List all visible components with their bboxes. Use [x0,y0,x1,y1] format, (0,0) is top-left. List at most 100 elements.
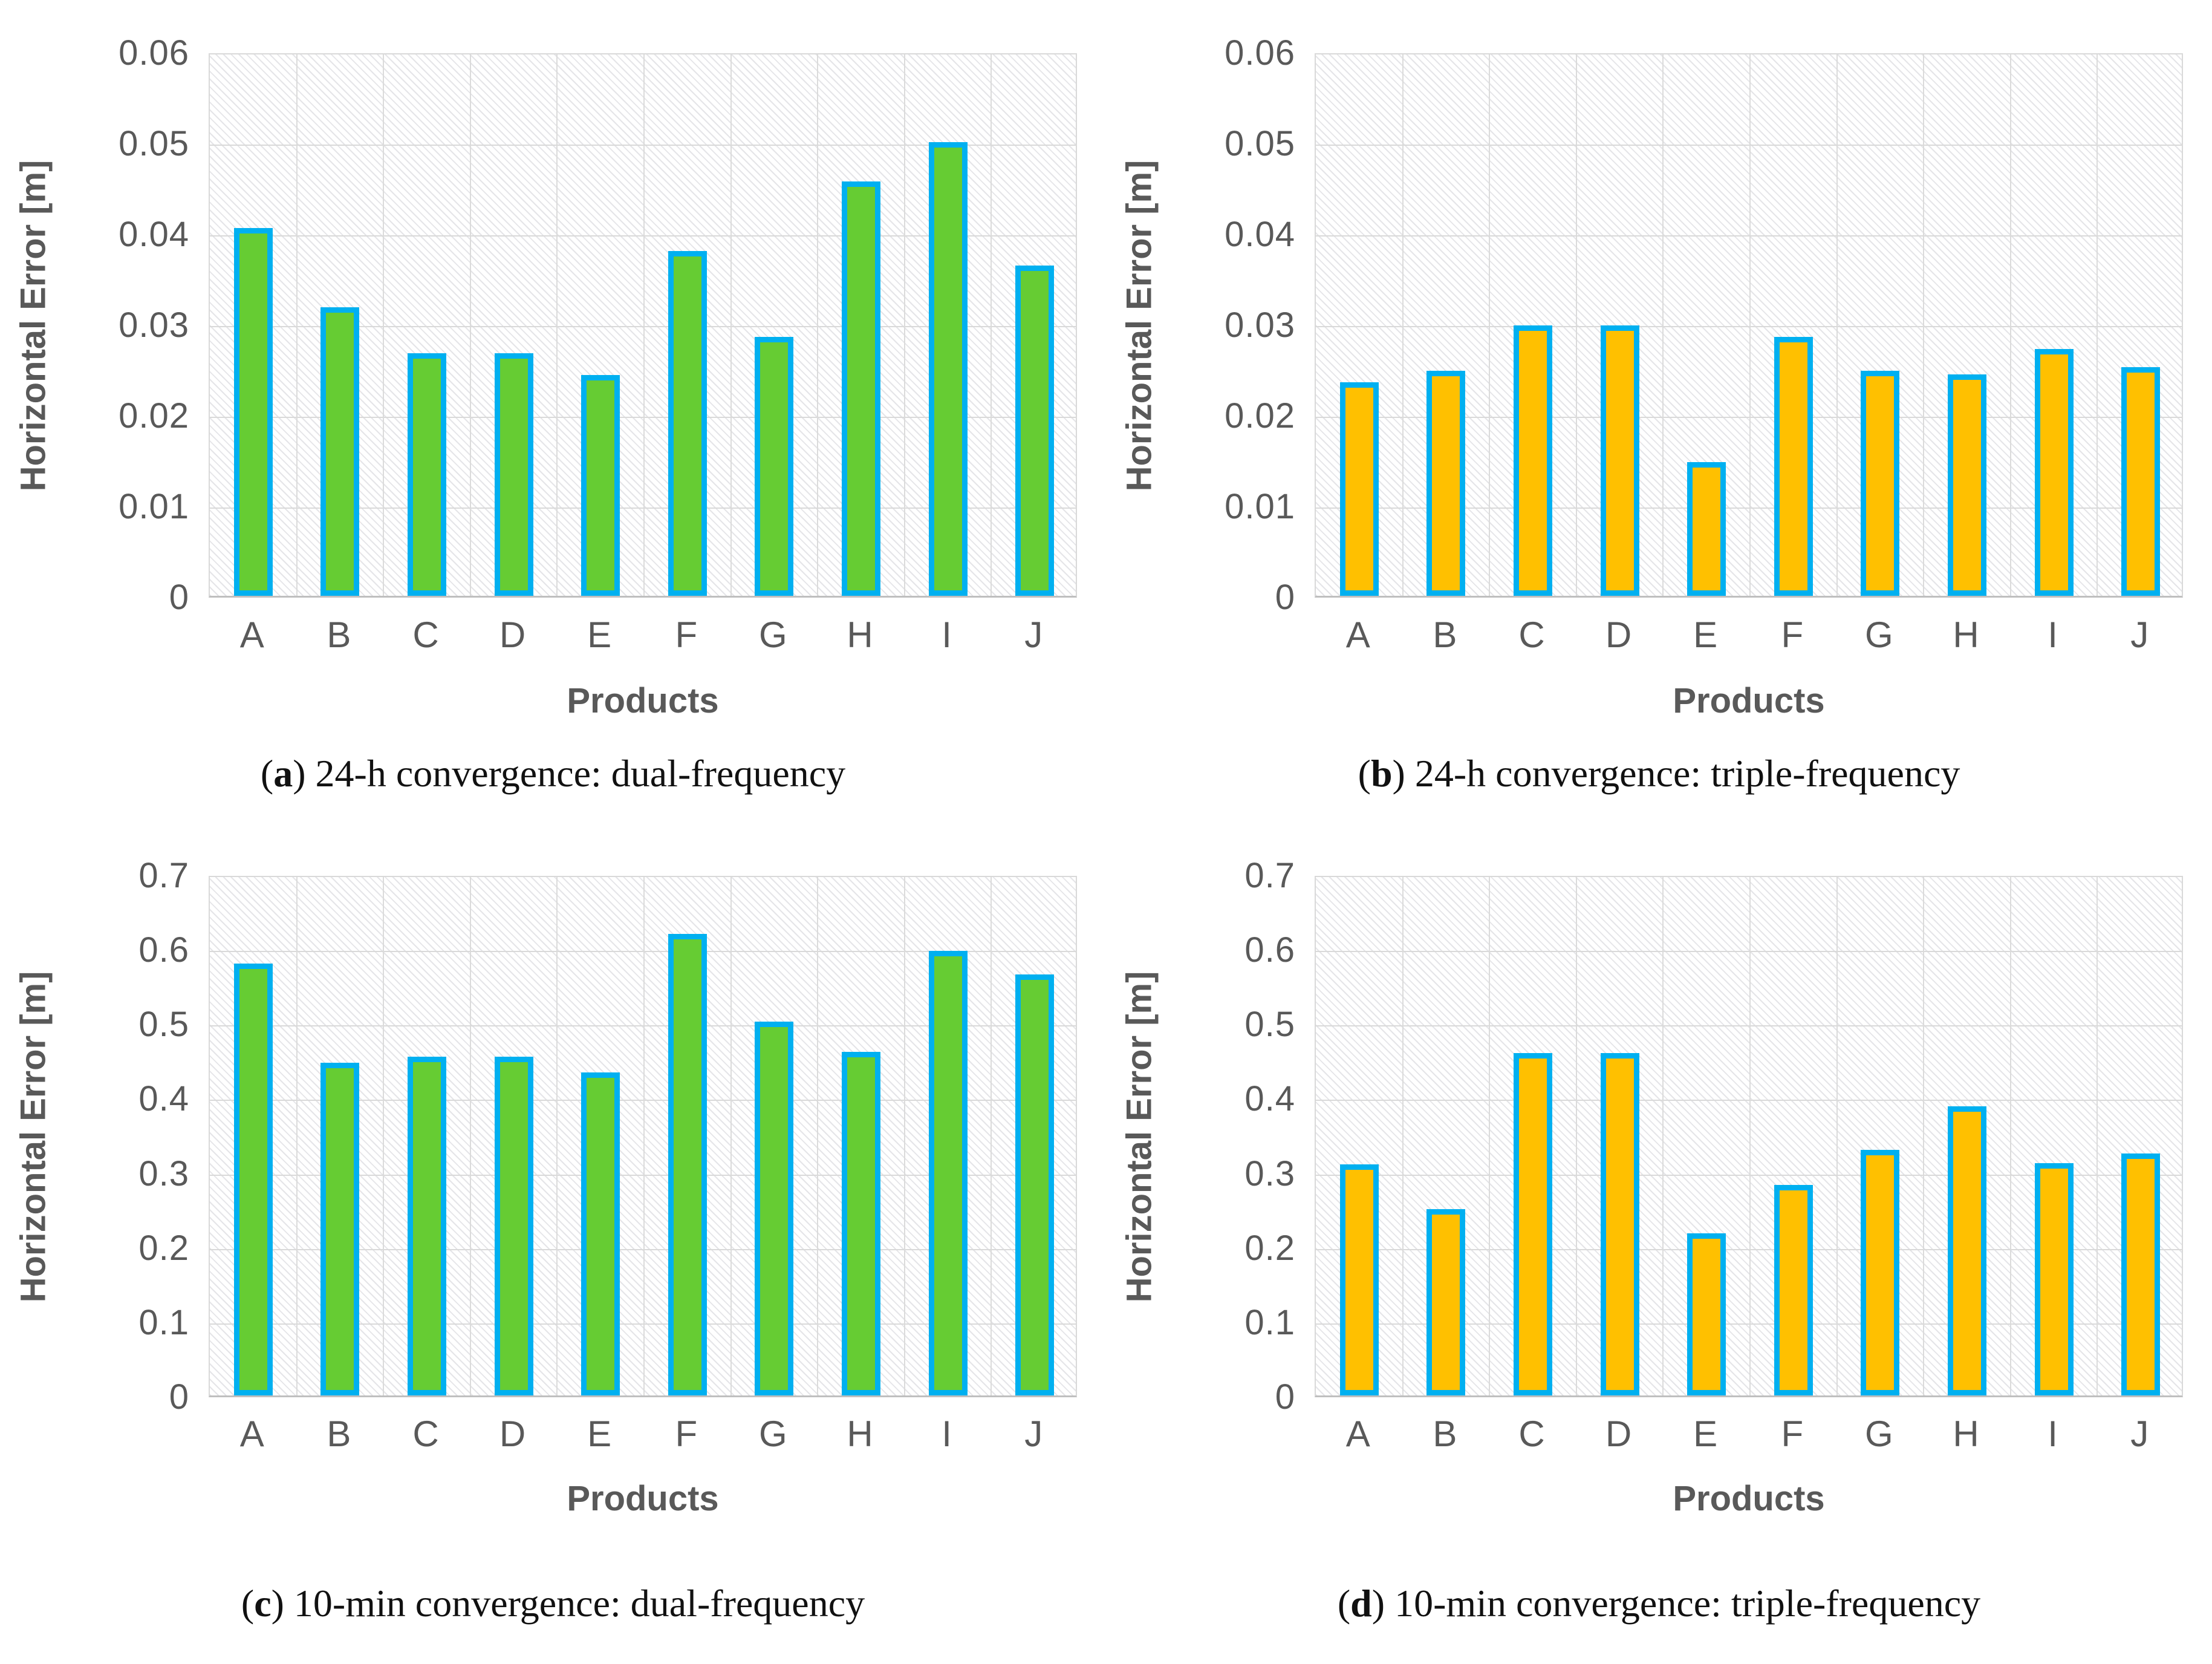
vertical-gridline [469,54,471,596]
x-tick-label-H: H [847,1414,873,1454]
chart-c-10min-dual-frequency: Horizontal Error [m] 0.7 0.6 0.5 0.4 0.3 0.2 0… [0,832,1106,1664]
x-tick-label-J: J [1024,615,1043,655]
bar-G [755,1022,794,1395]
x-tick-label-F: F [1781,1414,1804,1454]
bar-G [1861,1150,1900,1395]
y-tick-label: 0 [169,578,189,617]
x-tick-label-C: C [412,1414,439,1454]
bar-J [1015,266,1055,596]
x-tick-label-D: D [1605,1414,1632,1454]
x-tick-label-I: I [942,615,952,655]
x-tick-label-H: H [847,615,873,655]
vertical-gridline [991,54,992,596]
caption-letter: d [1350,1582,1372,1625]
x-tick-labels: A B C D E F G H I J [1315,614,2183,662]
x-tick-label-C: C [1518,1414,1545,1454]
x-tick-label-J: J [2130,1414,2149,1454]
plot-area [1315,876,2183,1397]
vertical-gridline [730,877,732,1395]
vertical-gridline [1402,877,1404,1395]
chart-d-10min-triple-frequency: Horizontal Error [m] 0.7 0.6 0.5 0.4 0.3 0.2 0… [1106,832,2212,1664]
horizontal-gridline [1316,1025,2182,1027]
caption-text: 24-h convergence: triple-frequency [1405,752,1960,795]
caption-paren-open: ( [260,752,274,795]
y-tick-label: 0.1 [1244,1302,1295,1342]
horizontal-gridline [210,951,1076,953]
caption-paren-close: ) [271,1582,284,1625]
y-tick-label: 0 [169,1377,189,1417]
horizontal-gridline [210,1100,1076,1101]
vertical-gridline [556,54,558,596]
plot-area [209,876,1077,1397]
x-tick-label-B: B [327,615,351,655]
x-tick-label-G: G [1865,615,1893,655]
horizontal-gridline [1316,1174,2182,1176]
x-tick-labels: A B C D E F G H I J [209,614,1077,662]
x-tick-label-C: C [412,615,439,655]
vertical-gridline [1575,54,1577,596]
bar-D [1600,325,1639,596]
bar-C [1514,1053,1552,1395]
caption-letter: c [254,1582,272,1625]
x-tick-label-E: E [587,615,612,655]
x-tick-labels: A B C D E F G H I J [209,1413,1077,1461]
caption: (c) 10-min convergence: dual-frequency [0,1581,1106,1626]
horizontal-gridline [1316,507,2182,509]
bar-G [1861,371,1900,596]
x-axis-title: Products [1673,1479,1825,1518]
bar-F [668,251,707,596]
vertical-gridline [817,54,819,596]
vertical-gridline [643,877,645,1395]
y-tick-label: 0 [1275,578,1295,617]
caption-paren-open: ( [1337,1582,1351,1625]
bar-E [1687,1233,1726,1395]
vertical-gridline [1836,54,1838,596]
bar-B [320,307,360,596]
y-tick-label: 0.04 [119,215,189,254]
bar-B [1426,371,1466,596]
bar-G [755,337,794,596]
y-tick-label: 0.3 [1244,1153,1295,1193]
horizontal-gridline [1316,951,2182,953]
x-tick-labels: A B C D E F G H I J [1315,1413,2183,1461]
vertical-gridline [1489,54,1491,596]
x-tick-label-D: D [499,1414,526,1454]
x-tick-label-H: H [1953,1414,1979,1454]
vertical-gridline [2097,54,2098,596]
bar-E [1687,462,1726,596]
vertical-gridline [1662,54,1664,596]
bar-B [1426,1209,1466,1395]
x-tick-label-A: A [1345,615,1370,655]
caption-paren-close: ) [1392,752,1405,795]
x-tick-label-G: G [759,1414,787,1454]
vertical-gridline [1575,877,1577,1395]
plot-area [1315,53,2183,598]
plot-area [209,53,1077,598]
x-tick-label-G: G [1865,1414,1893,1454]
vertical-gridline [296,54,298,596]
x-tick-label-J: J [2130,615,2149,655]
chart-a-24h-dual-frequency: Horizontal Error [m] 0.06 0.05 0.04 0.03 0.0… [0,0,1106,832]
horizontal-gridline [1316,1100,2182,1101]
caption-text: 10-min convergence: triple-frequency [1385,1582,1981,1625]
bar-E [581,1072,620,1395]
x-tick-label-E: E [1693,1414,1718,1454]
bar-F [1774,337,1813,596]
vertical-gridline [817,877,819,1395]
vertical-gridline [1836,877,1838,1395]
caption-paren-open: ( [1358,752,1371,795]
bar-H [1948,374,1986,596]
x-tick-label-C: C [1518,615,1545,655]
bar-C [1514,325,1552,596]
x-tick-label-E: E [587,1414,612,1454]
vertical-gridline [1402,54,1404,596]
caption-letter: b [1370,752,1393,795]
y-tick-label: 0.2 [138,1228,189,1268]
y-tick-label: 0.5 [1244,1005,1295,1045]
bar-E [581,375,620,596]
vertical-gridline [1749,54,1751,596]
x-tick-label-E: E [1693,615,1718,655]
x-tick-label-I: I [2048,615,2058,655]
caption: (a) 24-h convergence: dual-frequency [0,751,1106,796]
x-tick-label-B: B [1433,1414,1457,1454]
